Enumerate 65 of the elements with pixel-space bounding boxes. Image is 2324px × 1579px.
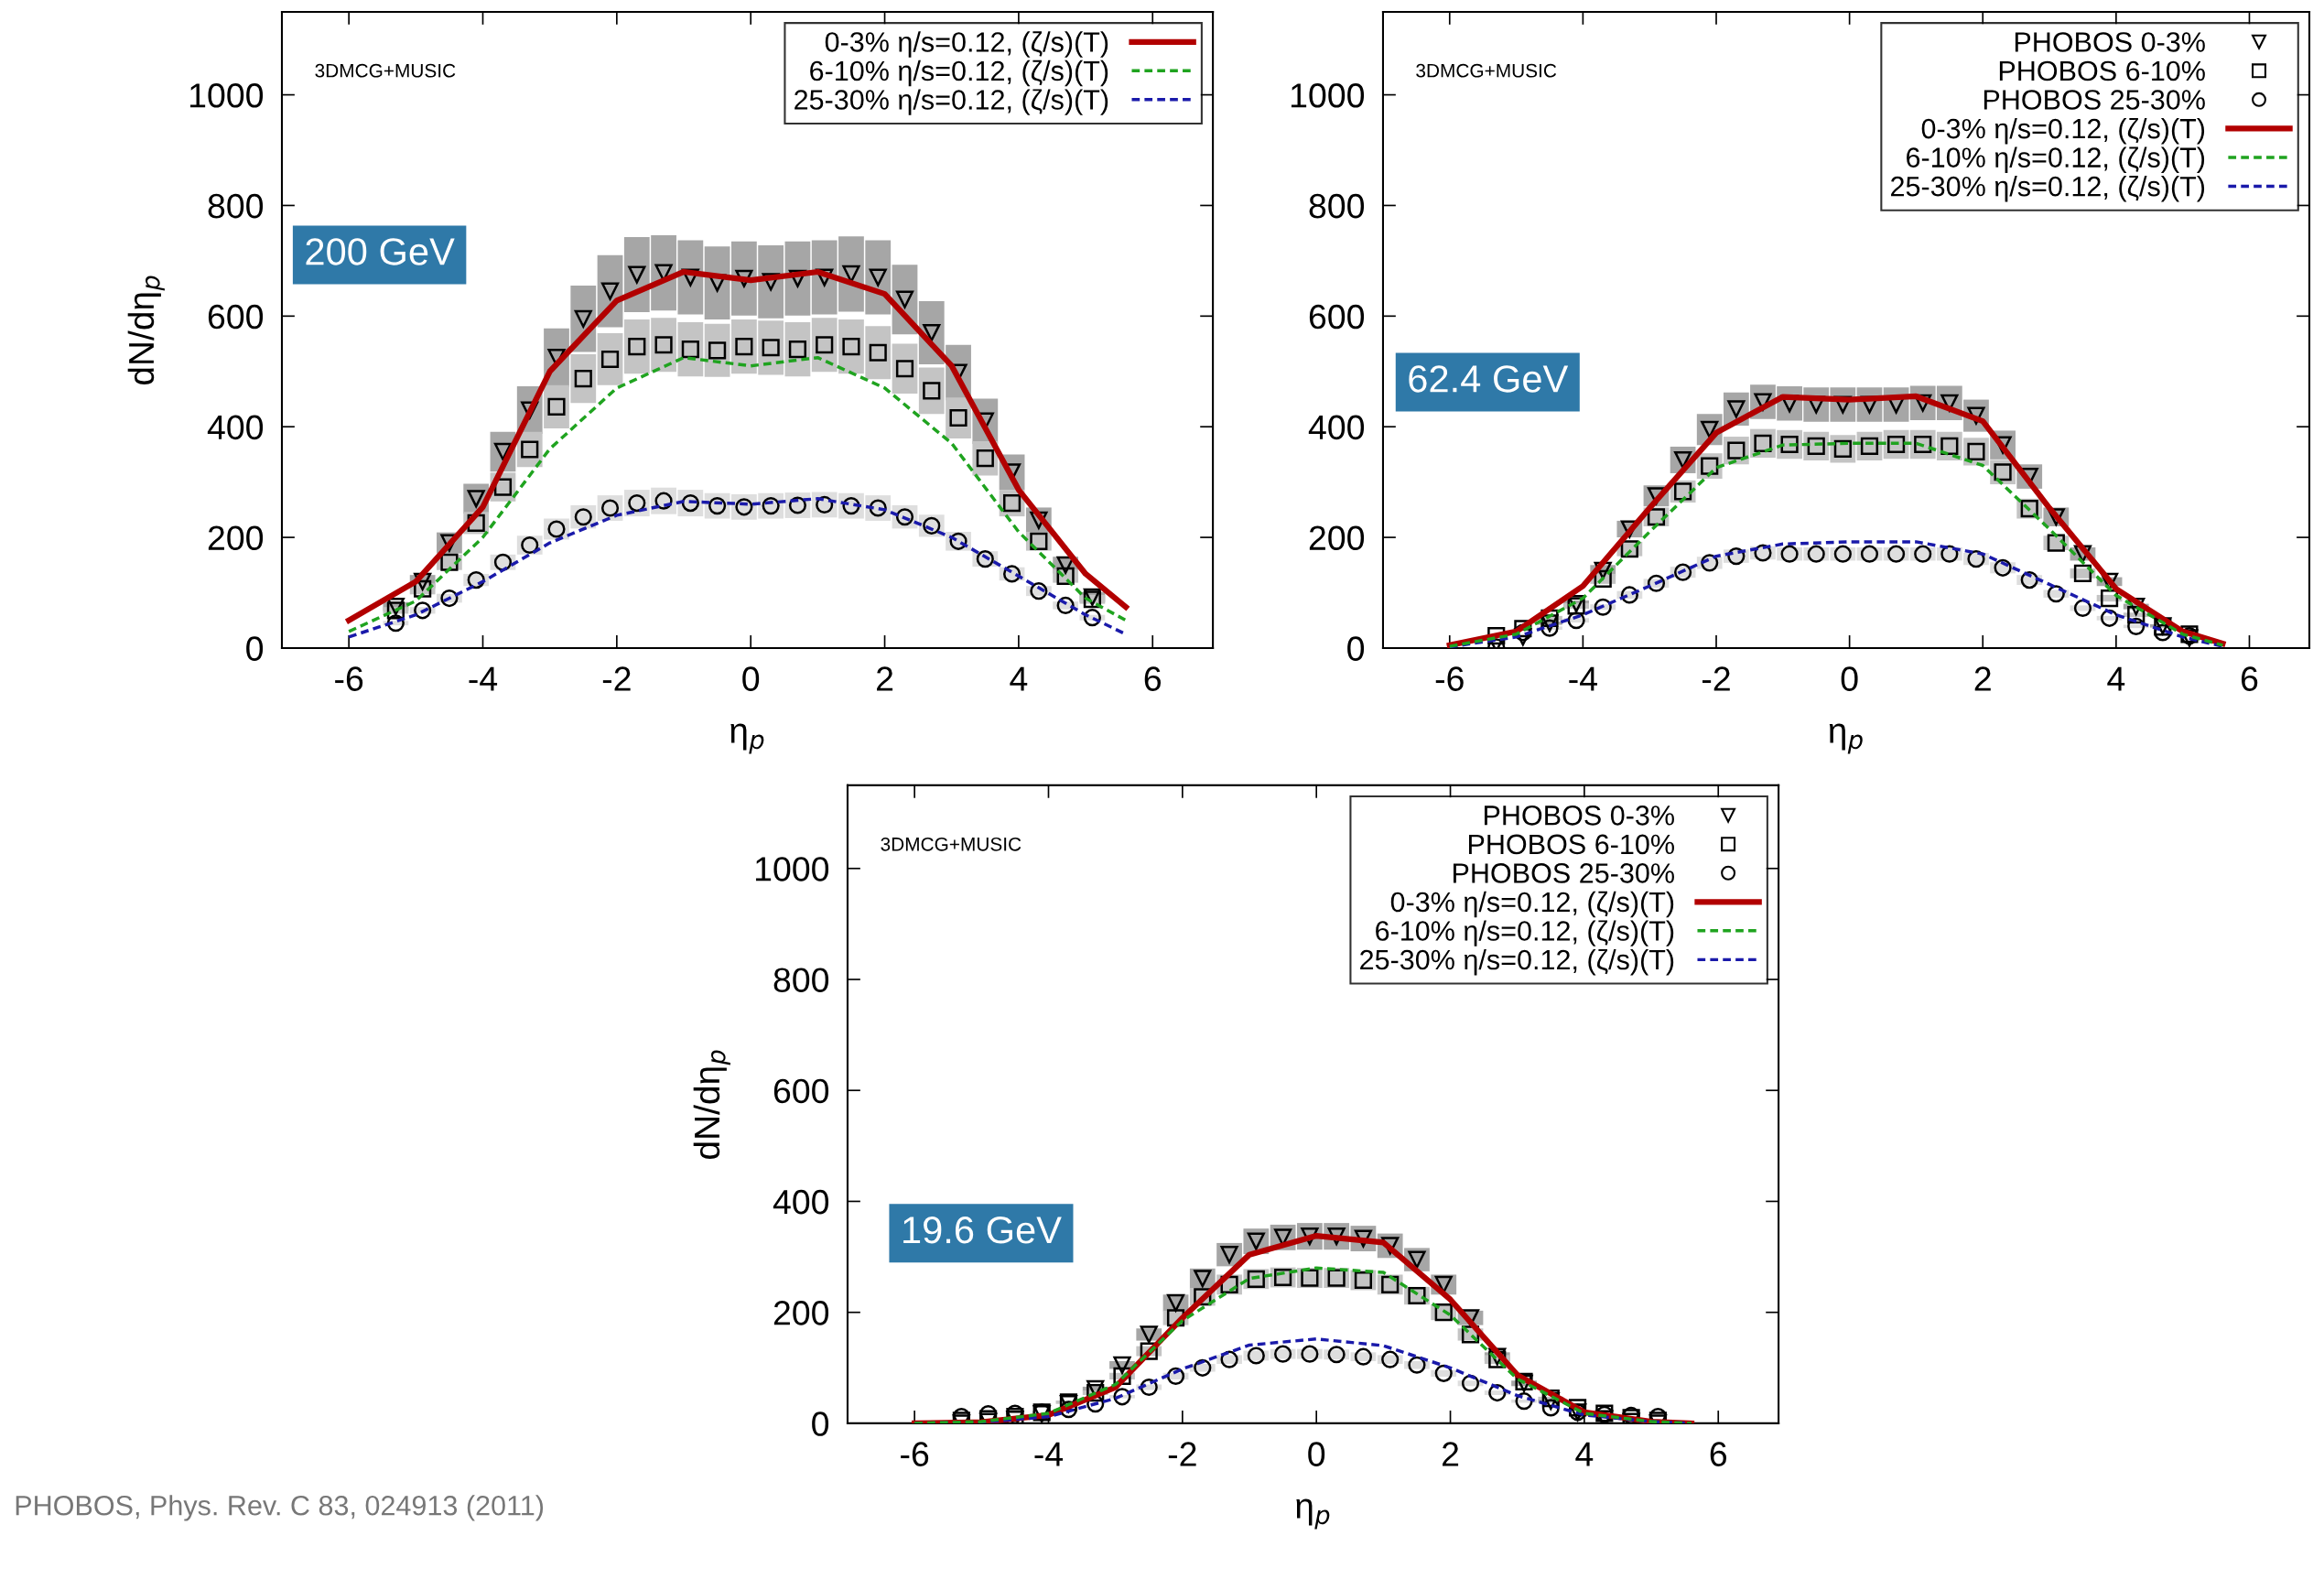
legend-label: 25-30% η/s=0.12, (ζ/s)(T) [1360, 948, 1674, 976]
x-tick-label: -4 [1569, 666, 1597, 691]
legend-label: PHOBOS 6-10% [1468, 834, 1674, 855]
annotation: 3DMCG+MUSIC [881, 837, 1021, 851]
y-tick-label: 0 [812, 1411, 829, 1436]
annotation: 3DMCG+MUSIC [1416, 63, 1557, 78]
y-tick-label: 0 [1347, 636, 1365, 661]
y-tick-label: 400 [1308, 415, 1365, 440]
x-tick-label: -6 [901, 1442, 929, 1466]
legend-label: 0-3% η/s=0.12, (ζ/s)(T) [825, 31, 1108, 58]
y-tick-label: 200 [1309, 525, 1365, 551]
x-axis-title: η$_{p}$ [1296, 1498, 1330, 1530]
x-tick-label: -2 [1168, 1442, 1196, 1466]
x-tick-label: -4 [469, 666, 498, 691]
legend-label: 25-30% η/s=0.12, (ζ/s)(T) [794, 89, 1108, 115]
y-tick-label: 400 [207, 415, 264, 440]
x-tick-label: 0 [1841, 666, 1858, 691]
x-tick-label: 4 [2107, 666, 2125, 691]
legend-label: PHOBOS 0-3% [1484, 806, 1674, 826]
x-tick-label: -6 [335, 666, 363, 691]
x-tick-label: 6 [2241, 666, 2258, 691]
y-axis-title: dN/dη$_{p}$ [693, 1050, 730, 1159]
legend-label: 6-10% η/s=0.12, (ζ/s)(T) [1907, 146, 2205, 173]
annotation: 3DMCG+MUSIC [315, 63, 456, 78]
x-tick-label: -4 [1034, 1442, 1064, 1466]
x-tick-label: -2 [602, 666, 631, 691]
x-tick-label: 6 [1144, 666, 1162, 691]
y-tick-label: 600 [1309, 304, 1365, 330]
y-tick-label: 800 [773, 968, 829, 992]
y-tick-label: 0 [246, 636, 264, 661]
x-axis-title: η$_{p}$ [730, 723, 764, 754]
x-axis-title: η$_{p}$ [1829, 723, 1863, 754]
legend-label: 6-10% η/s=0.12, (ζ/s)(T) [1376, 920, 1674, 946]
y-tick-label: 600 [773, 1078, 829, 1104]
x-tick-label: 6 [1710, 1442, 1727, 1466]
y-tick-label: 600 [208, 304, 264, 330]
x-tick-label: 4 [1010, 666, 1028, 691]
y-tick-label: 400 [773, 1189, 829, 1215]
legend-label: PHOBOS 25-30% [1454, 863, 1674, 883]
y-tick-label: 200 [208, 525, 264, 551]
x-tick-label: -2 [1702, 666, 1730, 691]
y-tick-label: 200 [773, 1301, 829, 1325]
legend-label: 25-30% η/s=0.12, (ζ/s)(T) [1891, 176, 2205, 202]
y-tick-label: 800 [208, 193, 264, 219]
y-tick-label: 800 [1309, 193, 1365, 219]
annotation: 19.6 GeV [903, 1216, 1062, 1244]
y-axis-title: dN/dη$_{p}$ [127, 276, 165, 385]
legend-label: 6-10% η/s=0.12, (ζ/s)(T) [810, 59, 1108, 87]
y-tick-label: 1000 [755, 857, 829, 881]
y-tick-label: 1000 [1291, 82, 1365, 108]
x-tick-label: 2 [877, 666, 893, 691]
annotation: 62.4 GeV [1409, 365, 1569, 393]
legend-label: PHOBOS 6-10% [1999, 60, 2205, 81]
x-tick-label: 2 [1974, 666, 1991, 691]
x-tick-label: 2 [1443, 1442, 1459, 1466]
x-tick-label: -6 [1435, 666, 1464, 691]
legend-label: 0-3% η/s=0.12, (ζ/s)(T) [1921, 117, 2205, 145]
legend-label: PHOBOS 0-3% [2015, 32, 2205, 52]
x-tick-label: 0 [742, 666, 760, 691]
x-tick-label: 4 [1575, 1442, 1594, 1466]
legend-label: 0-3% η/s=0.12, (ζ/s)(T) [1390, 891, 1674, 918]
y-tick-label: 1000 [189, 82, 264, 108]
annotation: 200 GeV [306, 238, 455, 265]
legend-label: PHOBOS 25-30% [1984, 90, 2205, 110]
text: PHOBOS, Phys. Rev. C 83, 024913 (2011) [16, 1495, 544, 1521]
